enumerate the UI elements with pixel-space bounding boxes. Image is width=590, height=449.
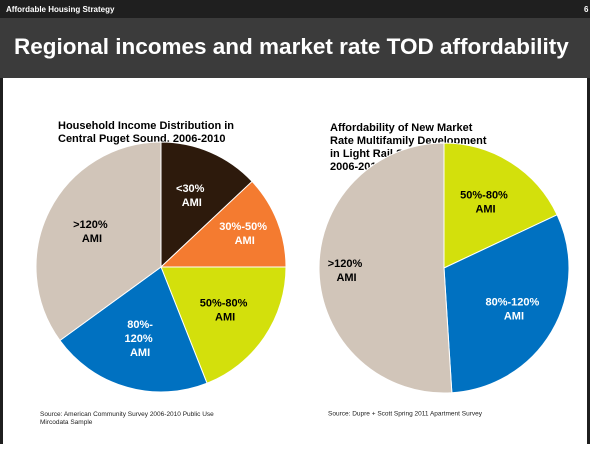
pie-slice bbox=[35, 141, 162, 342]
pie-slice bbox=[318, 142, 453, 394]
slice-label: 50%-80% AMI bbox=[200, 297, 251, 323]
slice-label: 30%-50% AMI bbox=[219, 221, 270, 247]
pie-slice bbox=[443, 214, 570, 394]
slice-label: 80%-120% AMI bbox=[124, 319, 155, 359]
source-note: Source: American Community Survey 2006-2… bbox=[40, 411, 216, 426]
pie-slice bbox=[443, 142, 558, 269]
slice-label: >120% AMI bbox=[328, 258, 366, 284]
slice-label: 50%-80% AMI bbox=[460, 189, 511, 215]
slice-label: <30% AMI bbox=[176, 183, 208, 209]
right-border bbox=[587, 78, 590, 444]
source-note: Source: Dupre + Scott Spring 2011 Apartm… bbox=[328, 411, 483, 418]
left-border bbox=[0, 78, 3, 444]
top-bar bbox=[0, 0, 590, 18]
slice-label: 80%-120% AMI bbox=[485, 296, 542, 322]
slice-label: >120% AMI bbox=[73, 219, 111, 245]
pie-slice bbox=[160, 141, 253, 269]
pie-slice bbox=[159, 180, 287, 268]
pie-slice bbox=[59, 266, 208, 393]
slide-title: Regional incomes and market rate TOD aff… bbox=[14, 34, 569, 59]
pie-slice bbox=[160, 266, 287, 384]
page-number: 6 bbox=[584, 5, 589, 14]
section-label: Affordable Housing Strategy bbox=[6, 5, 115, 14]
chart-title: Household Income Distribution in Central… bbox=[58, 120, 237, 145]
title-bar bbox=[0, 18, 590, 78]
